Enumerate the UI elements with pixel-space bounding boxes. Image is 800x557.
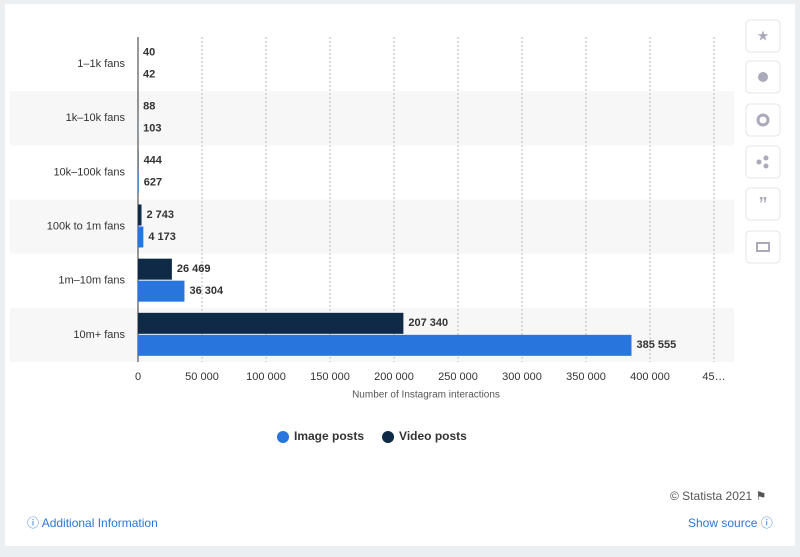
copyright-text: © Statista 2021: [670, 489, 753, 503]
data-label: 26 469: [177, 263, 211, 275]
data-label: 2 743: [147, 209, 175, 221]
x-tick-label: 45…: [702, 371, 725, 383]
x-tick-label: 300 000: [502, 371, 542, 383]
share-icon: [756, 159, 762, 165]
x-tick-label: 0: [135, 371, 141, 383]
bar: [138, 150, 139, 172]
data-label: 207 340: [408, 317, 448, 329]
data-label: 627: [144, 177, 162, 189]
y-tick-label: 1–1k fans: [77, 58, 125, 70]
print-button[interactable]: [745, 230, 781, 264]
legend-label: Image posts: [294, 429, 364, 443]
additional-info-text: Additional Information: [41, 516, 158, 530]
bar: [138, 204, 142, 226]
star-icon: ★: [757, 28, 770, 44]
favorite-button[interactable]: [745, 19, 781, 53]
x-tick-label: 100 000: [246, 371, 286, 383]
bar: [138, 258, 172, 280]
y-tick-label: 10k–100k fans: [53, 166, 125, 178]
legend-marker: [382, 431, 395, 443]
quote-icon: ”: [759, 194, 768, 214]
bell-icon: [758, 72, 768, 82]
bar: [138, 334, 632, 356]
x-tick-label: 250 000: [438, 371, 478, 383]
y-tick-label: 100k to 1m fans: [47, 220, 126, 232]
data-label: 40: [143, 46, 155, 58]
row-band: [10, 91, 734, 146]
y-tick-label: 1k–10k fans: [66, 112, 126, 124]
share-icon: [763, 163, 769, 169]
show-source-text: Show source: [688, 516, 758, 530]
y-tick-label: 10m+ fans: [73, 329, 125, 341]
cite-button[interactable]: [745, 187, 781, 221]
bar: [138, 280, 185, 302]
data-label: 385 555: [637, 339, 677, 351]
data-label: 88: [143, 101, 155, 113]
print-icon: [756, 242, 770, 252]
x-tick-label: 200 000: [374, 371, 414, 383]
show-source-link[interactable]: Show source ⓘ: [688, 516, 773, 530]
share-button[interactable]: [745, 145, 781, 179]
bar: [138, 226, 144, 248]
data-label: 4 173: [148, 231, 176, 243]
legend-marker: [277, 431, 289, 443]
data-label: 444: [144, 155, 163, 167]
data-label: 36 304: [189, 285, 224, 297]
row-band: [10, 199, 734, 254]
settings-button[interactable]: [745, 103, 781, 137]
x-axis-label: Number of Instagram interactions: [352, 390, 500, 401]
share-icon: [763, 155, 769, 161]
x-tick-label: 400 000: [630, 371, 670, 383]
bar: [138, 312, 404, 334]
data-label: 42: [143, 68, 155, 80]
y-tick-label: 1m–10m fans: [58, 275, 125, 287]
x-tick-label: 50 000: [185, 371, 219, 383]
x-tick-label: 350 000: [566, 371, 606, 383]
gear-icon: [756, 113, 770, 127]
x-tick-label: 150 000: [310, 371, 350, 383]
data-label: 103: [143, 123, 161, 135]
toolbar: ★ ”: [745, 19, 781, 264]
legend-label: Video posts: [399, 429, 467, 443]
bar: [138, 172, 139, 194]
copyright: © Statista 2021 ⚑: [670, 489, 767, 503]
additional-info-link[interactable]: ⓘ Additional Information: [27, 516, 158, 530]
